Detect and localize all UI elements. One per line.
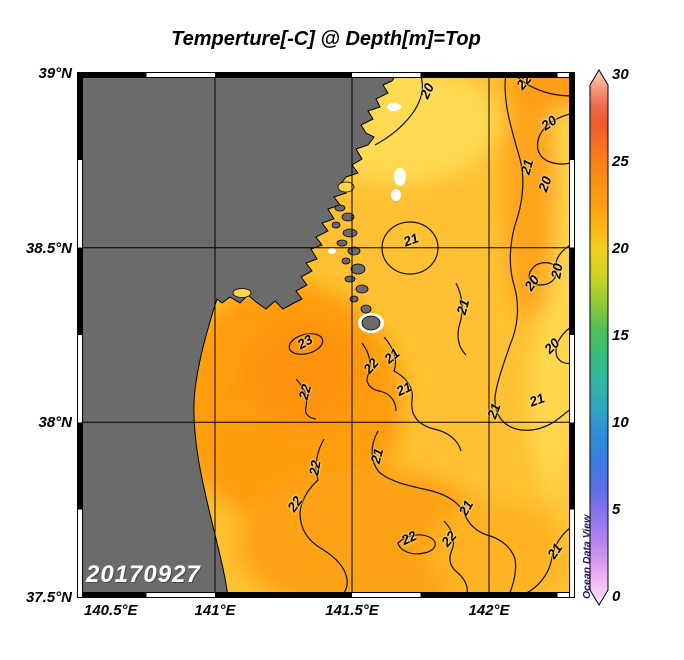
colorbar bbox=[589, 69, 609, 606]
colorbar-tick-label: 25 bbox=[612, 153, 629, 170]
graticule bbox=[78, 73, 574, 597]
sea-temperature-shading bbox=[173, 73, 574, 597]
map-border-top bbox=[78, 73, 574, 77]
map-border-bottom bbox=[78, 593, 574, 597]
y-tick-label: 38°N bbox=[38, 414, 72, 432]
x-tick-label: 141°E bbox=[194, 602, 236, 619]
x-tick-label: 140.5°E bbox=[84, 602, 138, 619]
colorbar-tick-label: 10 bbox=[612, 414, 629, 431]
x-tick-label: 141.5°E bbox=[325, 602, 379, 619]
lagoons bbox=[232, 181, 355, 298]
date-annotation: 20170927 bbox=[86, 561, 201, 588]
colorbar-gradient-bar bbox=[589, 69, 609, 606]
islands bbox=[331, 204, 381, 331]
isotherm-lines bbox=[288, 73, 574, 597]
y-tick-label: 37.5°N bbox=[25, 589, 72, 606]
isotherm-label: 22 bbox=[306, 459, 324, 477]
isotherm-label: 20 bbox=[547, 262, 566, 280]
colorbar-tick-label: 0 bbox=[612, 588, 621, 605]
map-border-right bbox=[570, 73, 574, 597]
colorbar-tick-label: 30 bbox=[612, 66, 629, 83]
colorbar-tick-label: 5 bbox=[612, 501, 621, 518]
map-border-left bbox=[78, 73, 82, 597]
y-tick-label: 39°N bbox=[38, 65, 72, 82]
map-graphic bbox=[78, 73, 574, 597]
odv-credit: Ocean Data View bbox=[581, 514, 593, 599]
map-canvas: 20 22 20 21 20 21 20 20 21 23 22 21 22 21 21 21 20 21 22 22… bbox=[78, 71, 574, 597]
colorbar-tick-label: 20 bbox=[612, 240, 629, 257]
land-mass bbox=[78, 73, 398, 597]
plot-title: Temperture[-C] @ Depth[m]=Top bbox=[171, 28, 481, 50]
x-tick-label: 142°E bbox=[468, 602, 510, 619]
y-tick-label: 38.5°N bbox=[25, 239, 72, 257]
colorbar-tick-label: 15 bbox=[612, 327, 629, 344]
